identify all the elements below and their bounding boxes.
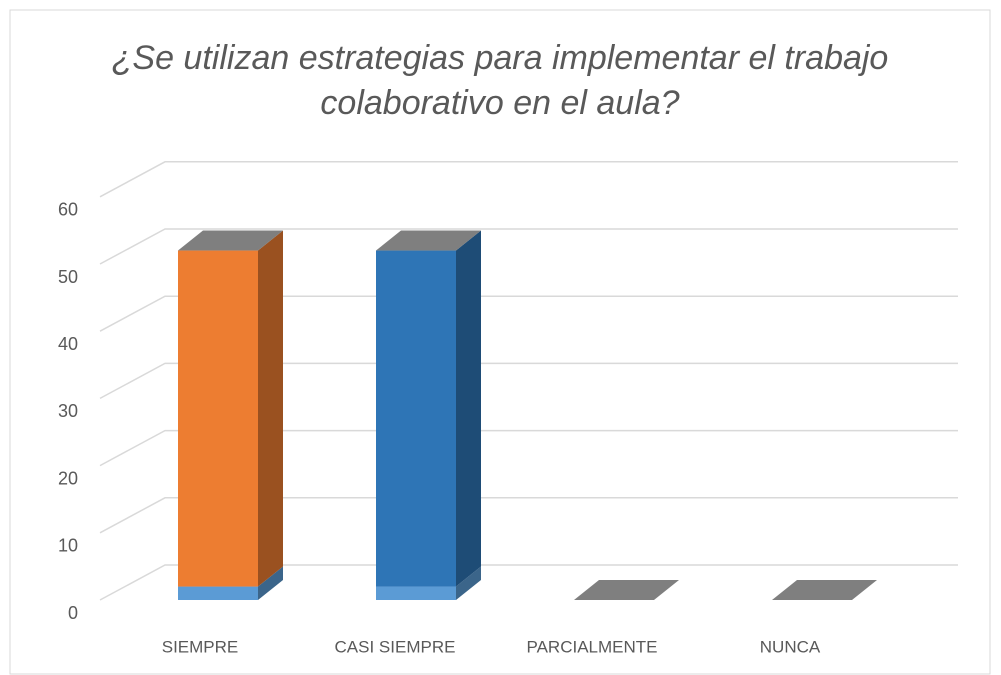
chart-frame	[9, 9, 991, 675]
y-tick-label: 0	[68, 603, 78, 623]
y-tick-label: 50	[58, 267, 78, 287]
grid-line	[99, 362, 958, 400]
x-tick-label: PARCIALMENTE	[527, 637, 658, 656]
x-tick-label: CASI SIEMPRE	[335, 637, 456, 656]
bar	[178, 586, 258, 600]
x-tick-label: SIEMPRE	[162, 637, 239, 656]
bar-top	[574, 580, 679, 600]
grid-line	[99, 497, 958, 534]
chart-title: colaborativo en el aula?	[320, 84, 679, 122]
y-tick-label: 10	[58, 536, 78, 556]
bar-side	[456, 230, 481, 587]
bar-side	[258, 566, 283, 600]
grid-line	[99, 161, 958, 198]
x-tick-label: NUNCA	[760, 637, 821, 656]
bar	[178, 250, 258, 587]
y-tick-label: 20	[58, 468, 78, 488]
bar-side	[456, 566, 481, 600]
bar-top	[376, 230, 481, 251]
chart-title: ¿Se utilizan estrategias para implementa…	[112, 39, 889, 77]
bar	[376, 250, 456, 587]
y-tick-label: 40	[58, 334, 78, 354]
grid-line	[99, 564, 958, 601]
grid-line	[99, 429, 958, 467]
bar-top	[178, 230, 283, 251]
y-tick-label: 30	[58, 401, 78, 421]
bar	[376, 586, 456, 600]
grid-line	[99, 295, 958, 332]
y-tick-label: 60	[58, 200, 78, 220]
bar-side	[258, 230, 283, 587]
bar-top	[772, 580, 877, 600]
grid-line	[99, 228, 958, 265]
